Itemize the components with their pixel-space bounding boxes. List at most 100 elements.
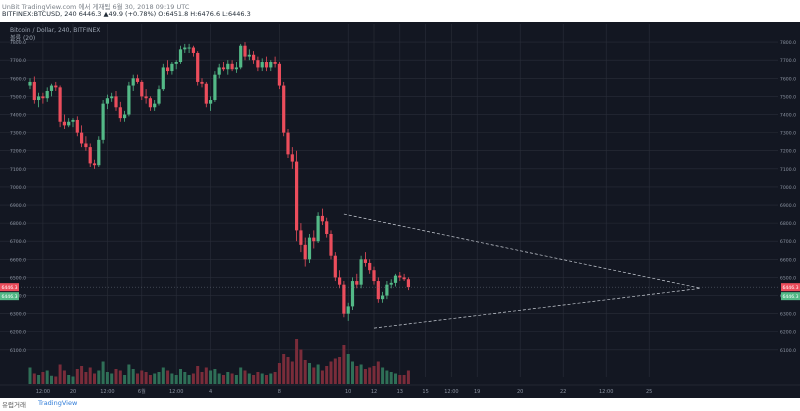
volume-bar (105, 372, 109, 384)
volume-bar (200, 372, 204, 384)
volume-bar (286, 357, 290, 384)
y-tick-label-right: 6500.0 (780, 275, 796, 281)
candle-body (282, 85, 286, 133)
candle-body (54, 85, 58, 88)
y-tick-label-left: 7400.0 (10, 113, 26, 119)
candle-body (372, 270, 376, 282)
y-tick-label-right: 7400.0 (780, 113, 796, 119)
candle-body (105, 98, 109, 104)
volume-bar (37, 375, 41, 384)
candle-body (316, 215, 320, 242)
candle-body (209, 100, 213, 104)
volume-bar (118, 370, 122, 384)
candle-body (110, 96, 114, 99)
volume-bar (333, 358, 337, 384)
volume-bar (338, 357, 342, 384)
volume-bar (157, 372, 161, 384)
candle-body (252, 54, 256, 61)
axes: 7800.0 7800.0 7700.0 7700.0 7600.0 7600.0 7500… (0, 40, 800, 395)
volume-bar (170, 373, 174, 384)
candle-body (286, 132, 290, 155)
candle-body (191, 47, 195, 53)
candle-body (161, 67, 165, 90)
candle-body (295, 161, 299, 231)
candle-body (381, 295, 385, 300)
volume-bar (136, 373, 139, 384)
volume-bar (148, 375, 152, 384)
volume-bar (75, 369, 79, 384)
x-tick-label: 25 (646, 389, 652, 395)
candle-body (153, 103, 157, 108)
y-tick-label-left: 6600.0 (10, 257, 26, 263)
x-tick-label: 19 (474, 389, 480, 395)
volume-bar (97, 370, 101, 384)
y-tick-label-right: 7500.0 (780, 94, 796, 100)
volume-bar (67, 375, 71, 384)
volume-bar (269, 373, 273, 384)
candle-body (178, 49, 183, 63)
volume-bar (308, 363, 311, 384)
volume-bar (342, 345, 346, 384)
volume-bar (50, 375, 53, 384)
y-tick-label-right: 6100.0 (780, 348, 796, 354)
volume-bar (243, 370, 247, 384)
y-tick-label-right: 6900.0 (780, 203, 796, 209)
y-tick-label-right: 6800.0 (780, 221, 796, 227)
publish-info: UnBit TradingView.com 에서 게재됨 6월 30, 2018… (2, 3, 190, 11)
y-tick-label-right: 7200.0 (780, 149, 796, 155)
candle-body (402, 277, 406, 280)
candle-body (140, 81, 144, 97)
candle-body (67, 121, 71, 126)
x-tick-label: 20 (70, 389, 76, 395)
volume-bar (101, 361, 105, 384)
volume-bar (320, 370, 324, 384)
x-tick-label: 20 (517, 389, 523, 395)
x-tick-label: 8 (278, 389, 281, 395)
volume-bar (71, 376, 75, 384)
volume-bar (368, 367, 372, 384)
candle-body (385, 284, 389, 296)
symbol-label: Bitcoin / Dollar, 240, BITFINEX (10, 27, 100, 34)
symbol-quote-line: BITFINEX:BTCUSD, 240 6446.3 ▲49.9 (+0.78… (2, 10, 251, 18)
tradingview-logo[interactable]: TradingView (38, 399, 78, 407)
candle-body (350, 281, 355, 307)
candle-body (166, 67, 170, 72)
price-badge-label: 6446.3 (1, 294, 17, 300)
candle-body (363, 259, 367, 263)
volume-bar (54, 376, 58, 384)
candle-body (71, 119, 75, 122)
volume-bar (187, 375, 191, 384)
candle-body (114, 96, 118, 108)
candle-body (325, 221, 329, 234)
candle-body (75, 119, 79, 133)
volume-bar (88, 367, 92, 384)
candle-body (123, 114, 127, 119)
y-tick-label-left: 6200.0 (10, 330, 26, 336)
volume-bar (93, 373, 96, 384)
y-tick-label-right: 7700.0 (780, 58, 796, 64)
y-tick-label-left: 6800.0 (10, 221, 26, 227)
candle-body (84, 143, 88, 148)
chart-area[interactable]: 7800.0 7800.0 7700.0 7700.0 7600.0 7600.0 7500… (0, 22, 800, 398)
footer-bar: 유럽거래 TradingView (0, 398, 800, 411)
volume-bar (394, 373, 397, 384)
volume-bar (303, 360, 307, 384)
candle-body (398, 275, 402, 278)
candle-body (196, 52, 200, 82)
candlestick-chart[interactable]: 7800.0 7800.0 7700.0 7700.0 7600.0 7600.0 7500… (0, 22, 800, 398)
volume-bar (376, 361, 380, 384)
volume-bar (191, 373, 195, 384)
volume-bar (406, 370, 410, 384)
candle-body (131, 78, 135, 86)
y-tick-label-left: 7600.0 (10, 76, 26, 82)
candle-body (213, 74, 217, 101)
volume-bar (58, 364, 62, 384)
volume-bar (222, 375, 225, 384)
triangle-trendline (343, 213, 701, 289)
y-tick-label-right: 7600.0 (780, 76, 796, 82)
volume-bar (174, 375, 178, 384)
volume-bar (273, 372, 277, 384)
volume-bar (161, 367, 165, 384)
y-tick-label-right: 7300.0 (780, 131, 796, 137)
volume-bar (183, 372, 187, 384)
